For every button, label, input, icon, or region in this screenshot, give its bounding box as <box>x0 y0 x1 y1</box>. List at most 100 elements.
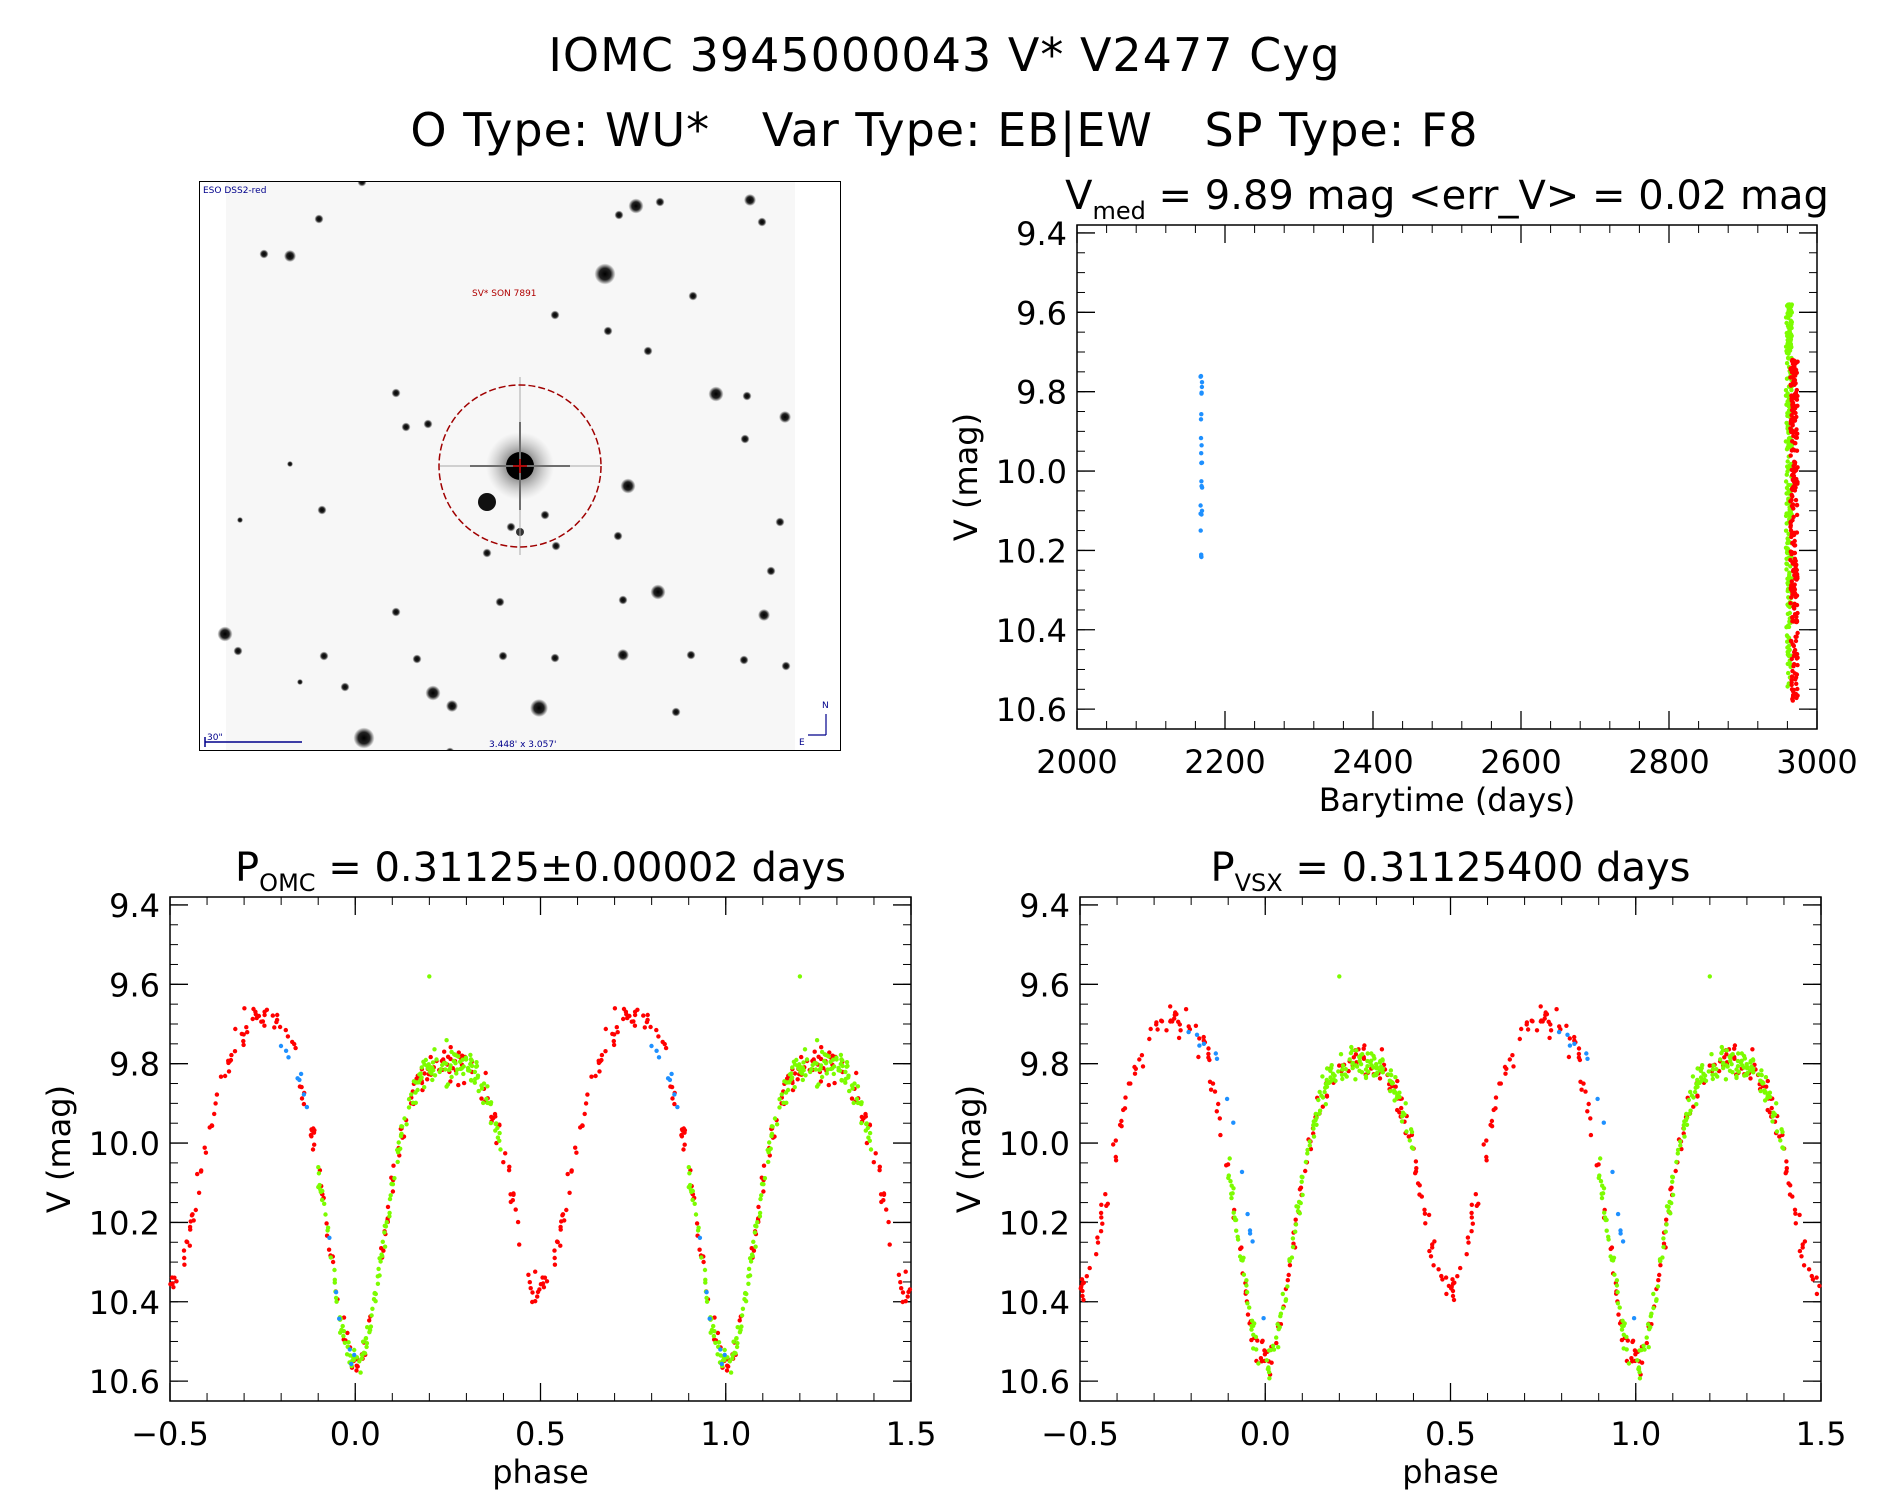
data-point <box>898 1280 903 1285</box>
data-point <box>692 1201 697 1207</box>
data-point <box>799 1065 804 1070</box>
data-point <box>1450 1288 1456 1294</box>
data-point <box>1604 1228 1609 1233</box>
data-point <box>1258 1356 1264 1361</box>
data-point <box>765 1147 770 1153</box>
data-point <box>632 1023 638 1028</box>
data-point <box>371 1297 377 1302</box>
data-point <box>1249 1323 1254 1329</box>
data-point <box>1238 1246 1243 1252</box>
phase-plot-vsx: PVSX = 0.31125400 days9.49.69.810.010.21… <box>950 845 1846 1491</box>
data-point <box>1308 1146 1314 1152</box>
data-point <box>1695 1093 1700 1098</box>
data-point <box>361 1340 367 1345</box>
data-point <box>715 1330 721 1336</box>
data-point <box>1745 1065 1750 1070</box>
data-point <box>403 1117 409 1123</box>
data-point <box>333 1289 338 1294</box>
data-point <box>458 1066 463 1072</box>
data-point <box>390 1177 396 1183</box>
data-point <box>1137 1057 1142 1062</box>
data-point <box>432 1047 437 1052</box>
data-point <box>1789 418 1794 423</box>
data-point <box>1635 1358 1640 1363</box>
data-point <box>1660 1255 1665 1260</box>
data-point <box>1529 1018 1534 1023</box>
data-point <box>1786 436 1792 441</box>
data-point <box>1254 1358 1259 1364</box>
data-point <box>1793 675 1799 680</box>
data-point <box>1265 1366 1271 1372</box>
data-point <box>1791 567 1796 573</box>
data-point <box>1789 334 1794 339</box>
data-point <box>1658 1258 1663 1264</box>
data-point <box>1376 1071 1381 1076</box>
data-point <box>1313 1112 1319 1117</box>
data-point <box>1105 1201 1111 1207</box>
target-aperture-circle <box>438 384 602 548</box>
data-point <box>1787 574 1792 579</box>
data-point <box>1788 302 1794 308</box>
data-point <box>428 1072 434 1077</box>
data-point <box>1304 1160 1310 1165</box>
data-point <box>172 1275 177 1280</box>
data-point <box>1290 1244 1296 1250</box>
data-point <box>1216 1101 1221 1107</box>
data-point <box>1305 1151 1310 1156</box>
data-point <box>1787 310 1793 315</box>
data-point <box>1365 1064 1370 1069</box>
data-point <box>559 1219 564 1224</box>
data-point <box>1786 305 1792 310</box>
data-point <box>611 1042 617 1048</box>
data-point <box>354 1368 359 1373</box>
data-point <box>1237 1254 1243 1259</box>
data-point <box>1788 313 1793 318</box>
data-point <box>768 1146 773 1151</box>
data-point <box>750 1253 755 1259</box>
data-point <box>1681 1122 1687 1128</box>
data-point <box>1230 1191 1235 1196</box>
data-point <box>245 1030 250 1035</box>
data-point <box>1692 1089 1698 1095</box>
data-point <box>1786 1181 1791 1186</box>
data-point <box>1604 1217 1609 1223</box>
data-point <box>1338 1052 1344 1057</box>
data-point <box>852 1086 857 1092</box>
data-point <box>644 1019 650 1025</box>
data-point <box>1728 1053 1734 1058</box>
data-point <box>274 1017 280 1023</box>
data-point <box>792 1071 798 1076</box>
data-point <box>1647 1327 1652 1332</box>
data-point <box>1249 1318 1255 1324</box>
data-point <box>1078 1286 1083 1291</box>
data-point <box>1748 1076 1753 1081</box>
data-point <box>1323 1081 1329 1086</box>
data-point <box>555 1239 560 1245</box>
data-point <box>589 1074 594 1079</box>
data-point <box>1206 1051 1211 1057</box>
data-point <box>283 1048 289 1054</box>
data-point <box>199 1168 204 1173</box>
data-point <box>1710 1072 1715 1078</box>
data-point <box>1619 1327 1625 1332</box>
data-point <box>1132 1064 1137 1070</box>
data-point <box>456 1050 461 1055</box>
data-point <box>1788 332 1793 338</box>
data-point <box>530 1290 535 1295</box>
y-tick-label: 10.6 <box>999 1363 1070 1401</box>
data-point <box>463 1057 469 1062</box>
data-point <box>1164 1028 1169 1033</box>
compass-north-label: N <box>822 701 829 711</box>
data-point <box>1637 1348 1642 1353</box>
data-point <box>377 1273 382 1278</box>
data-point <box>1787 507 1792 512</box>
data-point <box>1791 470 1797 475</box>
data-point <box>187 1243 192 1248</box>
data-point <box>1261 1316 1266 1321</box>
data-point <box>750 1255 755 1260</box>
data-point <box>1786 582 1791 587</box>
data-point <box>1664 1222 1669 1227</box>
data-point <box>1788 487 1794 493</box>
data-point <box>679 1127 685 1132</box>
data-point <box>1400 1114 1405 1119</box>
